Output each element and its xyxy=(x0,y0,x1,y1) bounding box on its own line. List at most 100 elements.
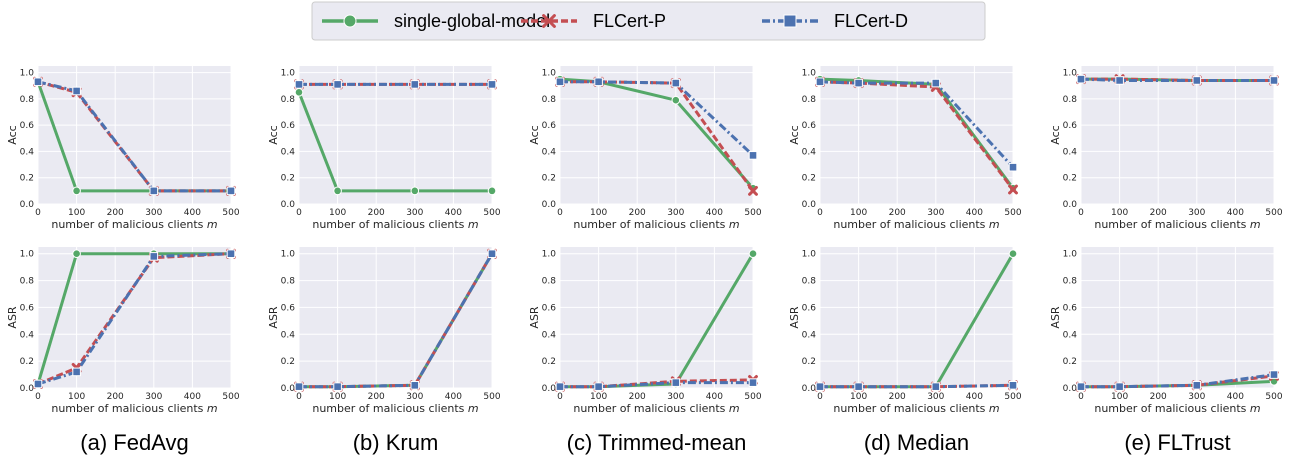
y-tick-label: 0.8 xyxy=(802,277,817,287)
subfigure-caption: (e) FLTrust xyxy=(1124,430,1230,455)
legend-entry: single-global-model xyxy=(322,11,550,31)
y-axis-label: Acc xyxy=(6,125,19,144)
y-axis-label: ASR xyxy=(6,306,19,329)
y-tick-label: 0.0 xyxy=(802,384,817,394)
y-tick-label: 0.2 xyxy=(542,174,556,184)
y-tick-label: 0.2 xyxy=(802,357,816,367)
plot-area xyxy=(560,66,753,204)
y-axis-label: Acc xyxy=(788,125,801,144)
x-tick-label: 500 xyxy=(483,208,500,218)
x-axis-label: number of malicious clients m xyxy=(1094,402,1260,415)
y-tick-label: 1.0 xyxy=(802,250,817,260)
x-tick-label: 200 xyxy=(1150,392,1167,402)
data-point xyxy=(72,249,81,259)
y-tick-label: 0.0 xyxy=(281,384,296,394)
series-line xyxy=(560,381,753,389)
y-axis-label: Acc xyxy=(528,125,541,144)
plot-area xyxy=(820,66,1013,204)
data-point xyxy=(854,382,863,391)
y-tick-label: 0.2 xyxy=(281,357,295,367)
plot-area xyxy=(1081,66,1274,204)
y-tick-label: 0.2 xyxy=(1063,357,1077,367)
x-tick-label: 300 xyxy=(145,208,162,218)
y-tick-label: 1.0 xyxy=(20,250,35,260)
series-group xyxy=(1076,74,1279,86)
x-tick-label: 500 xyxy=(222,208,239,218)
data-point xyxy=(149,186,159,196)
legend-marker xyxy=(783,14,797,28)
data-point xyxy=(594,77,603,87)
y-axis-label: ASR xyxy=(267,306,280,329)
y-tick-label: 0.8 xyxy=(281,277,296,287)
data-point xyxy=(226,249,236,259)
series-line xyxy=(299,252,494,389)
legend-marker xyxy=(343,14,357,28)
data-point xyxy=(1008,381,1018,390)
series-line xyxy=(36,252,231,385)
series-line xyxy=(820,383,1014,389)
y-tick-label: 0.0 xyxy=(1063,384,1078,394)
x-tick-label: 500 xyxy=(1004,392,1021,402)
data-point xyxy=(815,382,825,391)
data-point xyxy=(72,367,81,377)
data-point xyxy=(594,382,603,391)
data-point xyxy=(410,80,420,89)
captions: (a) FedAvg (b) Krum (c) Trimmed-mean (d) Me… xyxy=(80,430,1230,455)
y-tick-label: 0.6 xyxy=(20,121,35,131)
x-tick-label: 200 xyxy=(107,208,124,218)
series-line xyxy=(560,378,754,389)
y-tick-label: 0.6 xyxy=(281,121,296,131)
series-group xyxy=(294,248,497,392)
y-tick-label: 1.0 xyxy=(281,69,296,79)
y-tick-label: 0.4 xyxy=(281,147,296,157)
x-tick-label: 100 xyxy=(329,208,346,218)
y-tick-label: 0.4 xyxy=(20,147,35,157)
data-point xyxy=(748,249,758,259)
data-point xyxy=(1192,381,1202,390)
x-axis-label: number of malicious clients m xyxy=(51,218,217,231)
series-line xyxy=(297,91,492,193)
y-tick-label: 0.6 xyxy=(542,121,557,131)
x-tick-label: 300 xyxy=(927,208,944,218)
x-tick-label: 100 xyxy=(68,208,85,218)
x-tick-label: 100 xyxy=(590,208,607,218)
y-tick-label: 0.4 xyxy=(1063,330,1078,340)
y-tick-label: 1.0 xyxy=(542,250,557,260)
y-tick-label: 0.2 xyxy=(281,174,295,184)
x-tick-label: 300 xyxy=(406,392,423,402)
legend-label: FLCert-P xyxy=(593,11,666,31)
data-point xyxy=(487,80,497,89)
panels: 0 100 200 300 400 500 0.0 0.2 0.4 0.6 0.8 1.0 number… xyxy=(6,66,1283,415)
y-tick-label: 0.6 xyxy=(1063,121,1078,131)
data-point xyxy=(748,185,758,196)
series-line xyxy=(560,80,755,157)
data-point xyxy=(72,186,81,196)
x-tick-label: 400 xyxy=(1227,208,1244,218)
data-point xyxy=(1269,370,1279,379)
data-point xyxy=(931,382,941,391)
series-group xyxy=(33,76,236,196)
data-point xyxy=(487,186,497,196)
series-line xyxy=(1081,77,1274,82)
data-point xyxy=(1008,184,1018,195)
x-tick-label: 400 xyxy=(1227,392,1244,402)
y-tick-label: 1.0 xyxy=(542,69,557,79)
x-tick-label: 0 xyxy=(817,208,823,218)
x-tick-label: 500 xyxy=(222,392,239,402)
y-tick-label: 0.0 xyxy=(281,200,296,210)
data-point xyxy=(1076,74,1086,84)
data-point xyxy=(226,186,236,196)
subplot-acc: 0 100 200 300 400 500 0.0 0.2 0.4 0.6 0.8 1.0 number… xyxy=(1049,66,1283,231)
series-group xyxy=(33,248,236,389)
subplot-asr: 0 100 200 300 400 500 0.0 0.2 0.4 0.6 0.8 1.0 number… xyxy=(1049,247,1283,415)
y-tick-label: 0.8 xyxy=(542,277,557,287)
x-tick-label: 200 xyxy=(368,392,385,402)
subplot-acc: 0 100 200 300 400 500 0.0 0.2 0.4 0.6 0.8 1.0 number… xyxy=(6,66,240,231)
data-point xyxy=(555,382,565,391)
subplot-asr: 0 100 200 300 400 500 0.0 0.2 0.4 0.6 0.8 1.0 number… xyxy=(528,247,762,415)
series-line xyxy=(560,80,755,192)
data-point xyxy=(1192,76,1202,85)
data-point xyxy=(333,80,342,89)
x-tick-label: 0 xyxy=(35,392,41,402)
